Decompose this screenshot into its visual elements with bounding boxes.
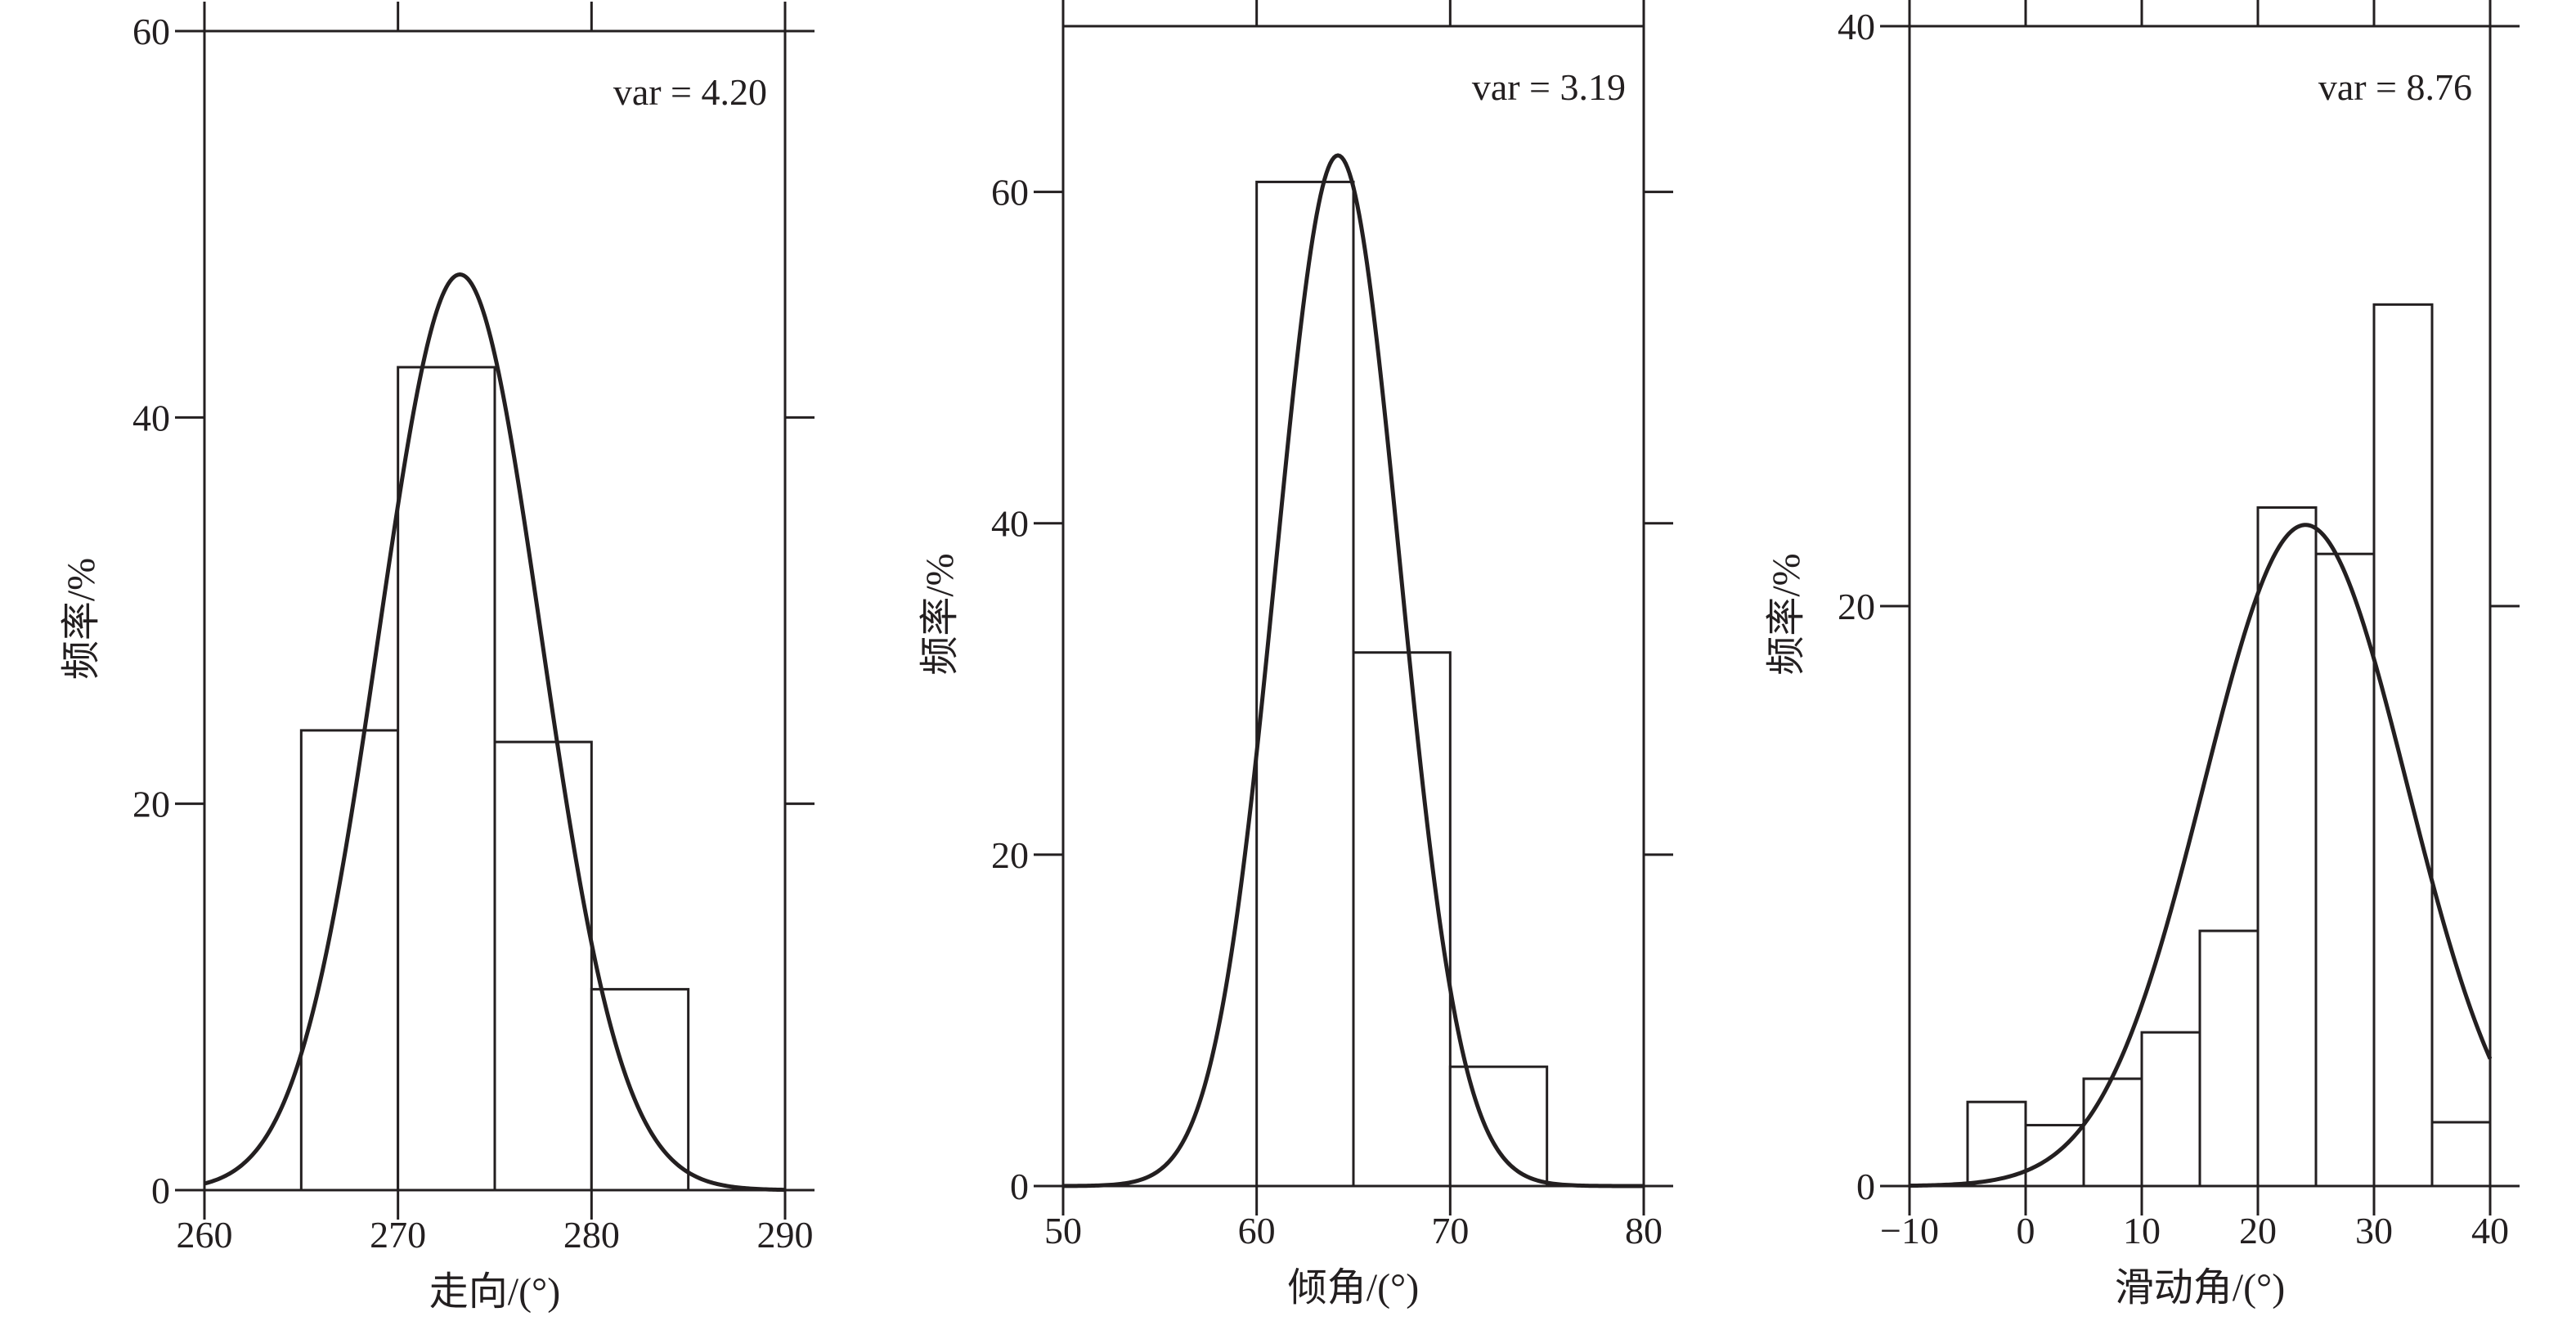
y-tick-label: 40	[1838, 6, 1875, 47]
x-axis-title: 滑动角/(°)	[2115, 1266, 2286, 1310]
histogram-bar	[2314, 552, 2376, 1188]
x-axis-title: 走向/(°)	[429, 1270, 561, 1314]
x-tick-label: −10	[1880, 1210, 1939, 1251]
histogram-bar	[2372, 303, 2434, 1188]
y-tick-label: 20	[132, 784, 170, 825]
y-axis-title: 频率/%	[918, 553, 962, 675]
x-tick-label: 20	[2239, 1210, 2277, 1251]
x-tick-label: 50	[1044, 1210, 1082, 1251]
panel-1: 0 20 40 60 260 270 280 290 var = 4.20 走向/(°) 频率/%	[60, 2, 815, 1314]
histogram-bar	[1448, 1065, 1549, 1188]
histogram-bar	[2140, 1031, 2201, 1188]
y-tick-label: 0	[1010, 1166, 1029, 1207]
histogram-bar	[493, 740, 593, 1192]
y-tick-label: 40	[132, 397, 170, 438]
x-tick-label: 280	[563, 1214, 620, 1256]
normal-fit-curve	[204, 272, 786, 1193]
variance-annotation: var = 3.19	[1472, 66, 1626, 108]
x-tick-label: 30	[2355, 1210, 2393, 1251]
y-tick-label: 20	[991, 834, 1029, 876]
normal-fit-curve	[1909, 523, 2493, 1188]
x-tick-label: 70	[1431, 1210, 1469, 1251]
x-tick-label: 260	[177, 1214, 233, 1256]
x-tick-label: 270	[370, 1214, 426, 1256]
histogram-bar	[1966, 1100, 2027, 1188]
variance-annotation: var = 4.20	[613, 71, 767, 113]
histogram-bar	[2430, 1121, 2492, 1188]
y-tick-label: 0	[1856, 1166, 1875, 1207]
y-axis-title: 频率/%	[1765, 553, 1808, 675]
y-tick-label: 0	[151, 1170, 170, 1211]
y-axis-title: 频率/%	[60, 558, 103, 680]
x-tick-label: 60	[1238, 1210, 1276, 1251]
normal-fit-curve	[1062, 153, 1644, 1188]
panel-2: 0 20 40 60 50 60 70 80 var = 3.19 倾角/(°) 频率/%	[918, 0, 1673, 1310]
x-tick-label: 290	[757, 1214, 814, 1256]
y-tick-label: 60	[991, 172, 1029, 213]
histogram-bar	[1255, 180, 1355, 1188]
histogram-bar	[299, 729, 400, 1192]
x-tick-label: 0	[2017, 1210, 2035, 1251]
histogram-bar	[590, 987, 690, 1192]
histogram-bar	[2198, 929, 2260, 1188]
histogram-bar	[2082, 1077, 2143, 1188]
y-tick-label: 60	[132, 11, 170, 52]
histogram-bar	[1352, 651, 1452, 1188]
variance-annotation: var = 8.76	[2318, 66, 2472, 108]
x-tick-label: 80	[1625, 1210, 1663, 1251]
y-tick-label: 20	[1838, 586, 1875, 627]
x-tick-label: 40	[2471, 1210, 2509, 1251]
histogram-bar	[397, 366, 496, 1192]
y-tick-label: 40	[991, 503, 1029, 545]
x-tick-label: 10	[2123, 1210, 2161, 1251]
x-axis-title: 倾角/(°)	[1288, 1266, 1420, 1310]
histogram-bar	[2256, 505, 2318, 1188]
